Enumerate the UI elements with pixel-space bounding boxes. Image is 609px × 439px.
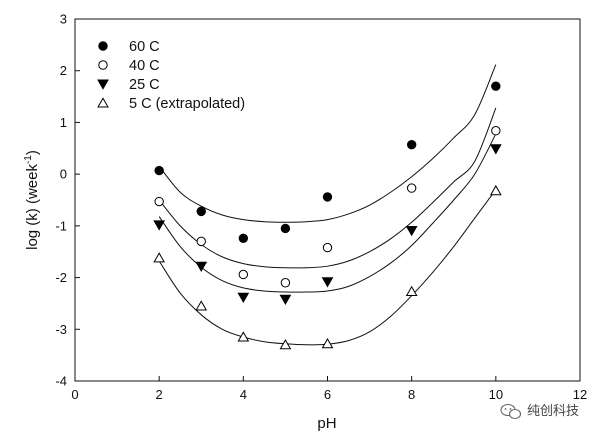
data-point-series-1: [280, 223, 291, 234]
y-tick-label: 0: [60, 167, 67, 182]
legend: 60 C 40 C 25 C 5 C (extrapolated): [97, 39, 245, 112]
data-point-series-4: [153, 252, 166, 263]
data-point-series-1: [196, 206, 206, 217]
x-tick-label: 0: [71, 387, 78, 402]
x-tick-label: 2: [156, 387, 163, 402]
y-axis-title-main: log (k) (week: [24, 164, 41, 250]
fit-curve-series-3: [158, 133, 497, 293]
x-axis-title: pH: [317, 415, 336, 432]
data-point-series-3: [279, 294, 292, 306]
x-tick-label: 4: [240, 387, 247, 402]
wechat-icon: [500, 403, 522, 420]
legend-label-series-4: 5 C (extrapolated): [129, 96, 245, 112]
y-tick-label: -4: [55, 374, 67, 389]
data-point-series-4: [195, 300, 208, 311]
data-point-series-1: [154, 165, 164, 176]
legend-marker-series-1: [98, 41, 108, 51]
legend-label-series-1: 60 C: [129, 39, 160, 55]
y-axis-title-close: ): [24, 150, 41, 155]
legend-label-series-2: 40 C: [129, 58, 160, 74]
data-point-series-2: [196, 236, 206, 247]
data-point-series-4: [321, 338, 334, 349]
y-axis-title: log (k) (week-1): [23, 150, 41, 250]
legend-marker-series-3: [97, 79, 109, 90]
y-tick-label: 2: [60, 63, 67, 78]
y-tick-label: -1: [55, 218, 67, 233]
data-point-series-3: [405, 226, 418, 237]
legend-marker-series-4: [97, 97, 109, 108]
y-axis: -4 -3 -2 -1 0 1 2 3: [55, 12, 80, 389]
data-point-series-4: [237, 331, 250, 342]
data-point-series-3: [237, 292, 250, 303]
y-tick-label: 1: [60, 115, 67, 130]
y-axis-title-superscript: -1: [23, 155, 34, 164]
data-point-series-4: [489, 184, 502, 196]
data-point-series-2: [406, 183, 417, 193]
data-point-series-1: [322, 192, 333, 202]
fit-curve-series-4: [158, 189, 497, 346]
data-point-series-3: [489, 144, 502, 155]
x-tick-label: 8: [408, 387, 415, 402]
data-point-series-3: [153, 220, 166, 231]
x-tick-label: 6: [324, 387, 331, 402]
data-point-series-3: [321, 277, 334, 288]
legend-label-series-3: 25 C: [129, 77, 160, 93]
fit-curve-series-1: [158, 64, 497, 223]
data-point-series-2: [491, 126, 501, 136]
data-point-series-2: [322, 242, 333, 253]
data-point-series-1: [406, 139, 417, 150]
data-points: [153, 81, 502, 350]
fit-curve-series-2: [158, 107, 497, 269]
data-point-series-3: [195, 261, 208, 272]
x-axis: 0 2 4 6 8 10 12: [71, 376, 587, 402]
data-point-series-1: [238, 233, 249, 243]
y-tick-label: -3: [55, 322, 67, 337]
data-point-series-2: [154, 196, 164, 207]
legend-marker-series-2: [98, 60, 108, 70]
y-tick-label: -2: [55, 270, 67, 285]
watermark: 纯创科技: [500, 403, 579, 420]
data-point-series-4: [279, 339, 292, 350]
data-point-series-2: [280, 278, 291, 288]
y-tick-label: 3: [60, 12, 67, 27]
data-point-series-4: [405, 285, 418, 297]
x-tick-label: 10: [489, 387, 503, 402]
watermark-text: 纯创科技: [527, 404, 579, 419]
x-tick-label: 12: [573, 387, 587, 402]
data-point-series-1: [491, 81, 501, 91]
data-point-series-2: [238, 269, 249, 280]
